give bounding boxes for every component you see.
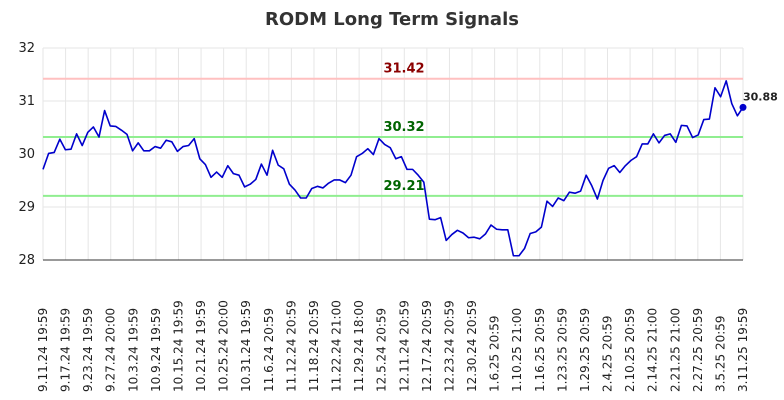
x-tick-label: 3.5.25 20:59 (713, 315, 727, 392)
x-tick-label: 11.12.24 20:59 (284, 300, 298, 392)
y-tick-label: 30 (18, 147, 35, 162)
x-tick-label: 10.25.24 20:00 (217, 300, 231, 392)
x-tick-label: 10.3.24 19:59 (126, 308, 140, 392)
x-tick-label: 1.10.25 21:00 (510, 308, 524, 392)
x-tick-label: 10.9.24 19:59 (149, 308, 163, 392)
x-tick-label: 11.22.24 21:00 (330, 300, 344, 392)
x-tick-label: 11.6.24 20:59 (262, 308, 276, 392)
x-tick-label: 1.6.25 20:59 (488, 315, 502, 392)
x-tick-label: 12.30.24 20:59 (465, 300, 479, 392)
x-tick-label: 10.31.24 19:59 (239, 300, 253, 392)
x-tick-label: 11.29.24 18:00 (352, 300, 366, 392)
x-tick-label: 1.16.25 20:59 (533, 308, 547, 392)
x-tick-label: 10.15.24 19:59 (171, 300, 185, 392)
x-tick-label: 12.11.24 20:59 (397, 300, 411, 392)
signal-level-label: 29.21 (383, 179, 424, 194)
x-tick-label: 1.23.25 20:59 (555, 308, 569, 392)
y-tick-label: 28 (18, 253, 35, 268)
x-tick-label: 9.17.24 19:59 (59, 308, 73, 392)
axes: 28 29 30 31 32 9.11.24 19:59 9.17.24 19:59 9.23… (18, 41, 750, 392)
chart-title: RODM Long Term Signals (265, 9, 519, 30)
x-tick-label: 2.14.25 21:00 (646, 308, 660, 392)
last-price-point (739, 103, 747, 111)
x-tick-label: 2.27.25 20:59 (691, 308, 705, 392)
x-tick-label: 12.5.24 20:59 (375, 308, 389, 392)
x-tick-label: 12.17.24 20:59 (420, 300, 434, 392)
x-tick-label: 2.4.25 20:59 (601, 315, 615, 392)
last-price-label: 30.88 (743, 90, 778, 103)
x-tick-label: 10.21.24 19:59 (194, 300, 208, 392)
signal-level-label: 30.32 (383, 120, 424, 135)
y-tick-label: 31 (18, 94, 35, 109)
signal-levels: 31.42 30.32 29.21 (43, 62, 743, 197)
price-series: 30.88 (42, 80, 778, 257)
x-tick-label: 1.29.25 20:59 (578, 308, 592, 392)
x-tick-label: 2.21.25 21:00 (668, 308, 682, 392)
grid-layer (42, 47, 744, 261)
x-tick-label: 9.23.24 19:59 (81, 308, 95, 392)
signal-level-label: 31.42 (383, 62, 424, 77)
x-tick-label: 9.27.24 20:00 (104, 308, 118, 392)
x-tick-label: 9.11.24 19:59 (36, 308, 50, 392)
x-tick-label: 2.10.25 20:59 (623, 308, 637, 392)
x-tick-label: 12.23.24 20:59 (442, 300, 456, 392)
x-tick-label: 3.11.25 19:59 (736, 308, 750, 392)
y-tick-label: 29 (18, 200, 35, 215)
x-tick-label: 11.18.24 20:59 (307, 300, 321, 392)
price-line (42, 80, 744, 257)
y-tick-label: 32 (18, 41, 35, 56)
